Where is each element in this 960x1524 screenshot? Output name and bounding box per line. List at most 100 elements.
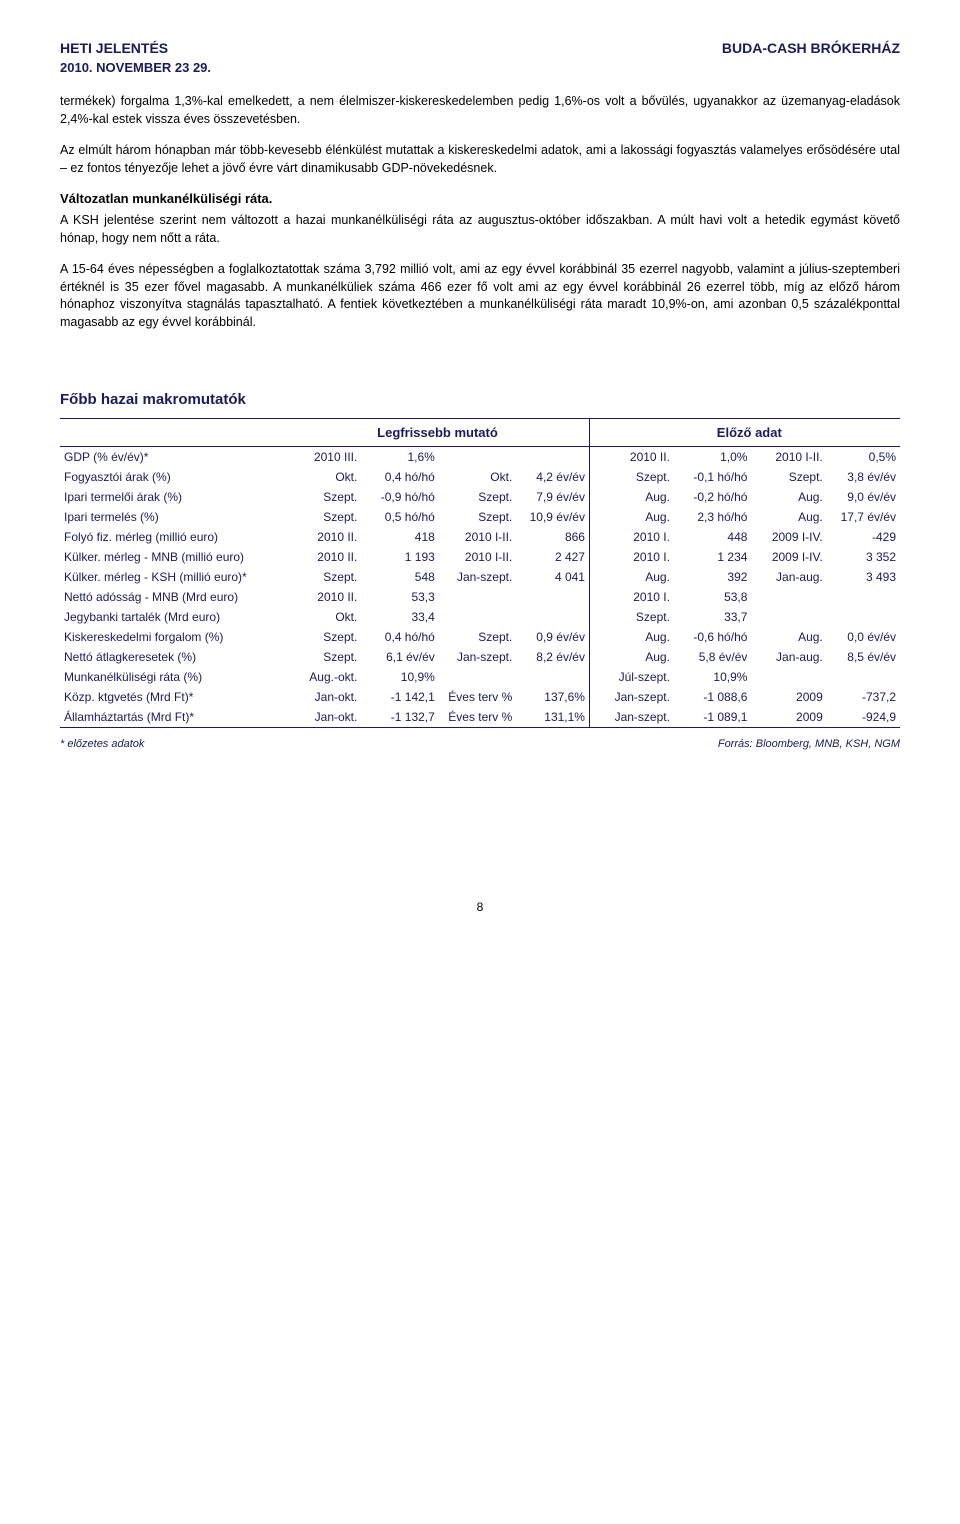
cell-value-1: 53,3: [361, 587, 438, 607]
cell-period-3: Júl-szept.: [599, 667, 674, 687]
cell-period-2: Jan-szept.: [439, 647, 516, 667]
cell-period-2: 2010 I-II.: [439, 547, 516, 567]
cell-value-2: [516, 667, 589, 687]
table-row: Közp. ktgvetés (Mrd Ft)*Jan-okt.-1 142,1…: [60, 687, 900, 707]
cell-period-3: Szept.: [599, 467, 674, 487]
cell-value-4: -737,2: [827, 687, 900, 707]
cell-period-1: Okt.: [286, 467, 361, 487]
cell-period-4: Jan-aug.: [751, 567, 826, 587]
table-row: Folyó fiz. mérleg (millió euro)2010 II.4…: [60, 527, 900, 547]
cell-value-2: [516, 447, 589, 468]
cell-value-4: 0,5%: [827, 447, 900, 468]
col-header-latest: Legfrissebb mutató: [286, 419, 589, 447]
cell-value-2: 4,2 év/év: [516, 467, 589, 487]
cell-value-2: 4 041: [516, 567, 589, 587]
cell-value-3: 1,0%: [674, 447, 751, 468]
cell-value-1: 548: [361, 567, 438, 587]
table-row: Nettó adósság - MNB (Mrd euro)2010 II.53…: [60, 587, 900, 607]
cell-value-4: 17,7 év/év: [827, 507, 900, 527]
cell-period-1: Jan-okt.: [286, 687, 361, 707]
table-row: Munkanélküliségi ráta (%)Aug.-okt.10,9%J…: [60, 667, 900, 687]
cell-value-4: 8,5 év/év: [827, 647, 900, 667]
cell-value-1: 33,4: [361, 607, 438, 627]
cell-period-4: 2009 I-IV.: [751, 547, 826, 567]
cell-value-2: 10,9 év/év: [516, 507, 589, 527]
paragraph-2: Az elmúlt három hónapban már több-kevese…: [60, 142, 900, 177]
cell-period-4: 2009 I-IV.: [751, 527, 826, 547]
cell-value-1: 0,5 hó/hó: [361, 507, 438, 527]
cell-value-3: 33,7: [674, 607, 751, 627]
cell-value-2: 8,2 év/év: [516, 647, 589, 667]
cell-value-3: 53,8: [674, 587, 751, 607]
row-label: Külker. mérleg - KSH (millió euro)*: [60, 567, 286, 587]
table-row: Nettó átlagkeresetek (%)Szept.6,1 év/évJ…: [60, 647, 900, 667]
cell-period-1: 2010 II.: [286, 587, 361, 607]
table-row: Ipari termelés (%)Szept.0,5 hó/hóSzept.1…: [60, 507, 900, 527]
cell-period-2: Éves terv %: [439, 687, 516, 707]
cell-value-3: -0,6 hó/hó: [674, 627, 751, 647]
cell-value-3: 10,9%: [674, 667, 751, 687]
cell-value-1: 6,1 év/év: [361, 647, 438, 667]
cell-period-4: Aug.: [751, 507, 826, 527]
row-label: Külker. mérleg - MNB (millió euro): [60, 547, 286, 567]
cell-period-4: Aug.: [751, 487, 826, 507]
cell-value-3: 1 234: [674, 547, 751, 567]
cell-value-1: 1,6%: [361, 447, 438, 468]
table-row: Fogyasztói árak (%)Okt.0,4 hó/hóOkt.4,2 …: [60, 467, 900, 487]
cell-period-4: 2010 I-II.: [751, 447, 826, 468]
cell-value-1: 1 193: [361, 547, 438, 567]
col-header-prev: Előző adat: [599, 419, 900, 447]
row-label: Államháztartás (Mrd Ft)*: [60, 707, 286, 728]
footnote-left: * előzetes adatok: [60, 738, 144, 750]
cell-value-3: 2,3 hó/hó: [674, 507, 751, 527]
cell-period-3: Jan-szept.: [599, 687, 674, 707]
cell-value-3: -0,2 hó/hó: [674, 487, 751, 507]
cell-value-3: 5,8 év/év: [674, 647, 751, 667]
row-label: Folyó fiz. mérleg (millió euro): [60, 527, 286, 547]
cell-period-3: Szept.: [599, 607, 674, 627]
table-row: Külker. mérleg - MNB (millió euro)2010 I…: [60, 547, 900, 567]
footnote-row: * előzetes adatok Forrás: Bloomberg, MNB…: [60, 738, 900, 750]
cell-value-2: 137,6%: [516, 687, 589, 707]
cell-period-3: 2010 I.: [599, 547, 674, 567]
cell-period-1: 2010 III.: [286, 447, 361, 468]
cell-value-4: 3 352: [827, 547, 900, 567]
header-bar: HETI JELENTÉS BUDA-CASH BRÓKERHÁZ: [60, 40, 900, 56]
cell-value-4: 9,0 év/év: [827, 487, 900, 507]
cell-period-3: 2010 I.: [599, 527, 674, 547]
cell-value-3: -1 089,1: [674, 707, 751, 728]
row-label: Nettó átlagkeresetek (%): [60, 647, 286, 667]
cell-value-1: 0,4 hó/hó: [361, 627, 438, 647]
sub-heading-unemployment: Változatlan munkanélküliségi ráta.: [60, 191, 900, 206]
cell-value-3: -1 088,6: [674, 687, 751, 707]
cell-period-1: 2010 II.: [286, 547, 361, 567]
row-label: Kiskereskedelmi forgalom (%): [60, 627, 286, 647]
cell-value-4: 3 493: [827, 567, 900, 587]
cell-period-2: [439, 587, 516, 607]
cell-period-1: Szept.: [286, 507, 361, 527]
table-row: GDP (% év/év)*2010 III.1,6%2010 II.1,0%2…: [60, 447, 900, 468]
paragraph-1: termékek) forgalma 1,3%-kal emelkedett, …: [60, 93, 900, 128]
paragraph-4: A 15-64 éves népességben a foglalkoztato…: [60, 261, 900, 331]
row-label: Ipari termelői árak (%): [60, 487, 286, 507]
row-label: Jegybanki tartalék (Mrd euro): [60, 607, 286, 627]
cell-period-3: Aug.: [599, 647, 674, 667]
row-label: Fogyasztói árak (%): [60, 467, 286, 487]
macro-table: Legfrissebb mutató Előző adat GDP (% év/…: [60, 418, 900, 728]
table-row: Jegybanki tartalék (Mrd euro)Okt.33,4Sze…: [60, 607, 900, 627]
cell-value-4: 0,0 év/év: [827, 627, 900, 647]
cell-value-1: 10,9%: [361, 667, 438, 687]
cell-value-2: 7,9 év/év: [516, 487, 589, 507]
header-right: BUDA-CASH BRÓKERHÁZ: [722, 40, 900, 56]
cell-period-4: Szept.: [751, 467, 826, 487]
table-heading: Főbb hazai makromutatók: [60, 391, 900, 408]
cell-period-3: Jan-szept.: [599, 707, 674, 728]
cell-period-2: 2010 I-II.: [439, 527, 516, 547]
cell-period-1: Jan-okt.: [286, 707, 361, 728]
table-row: Ipari termelői árak (%)Szept.-0,9 hó/hóS…: [60, 487, 900, 507]
cell-period-3: Aug.: [599, 487, 674, 507]
row-label: Munkanélküliségi ráta (%): [60, 667, 286, 687]
cell-period-2: Szept.: [439, 487, 516, 507]
cell-value-3: 448: [674, 527, 751, 547]
cell-value-2: 131,1%: [516, 707, 589, 728]
